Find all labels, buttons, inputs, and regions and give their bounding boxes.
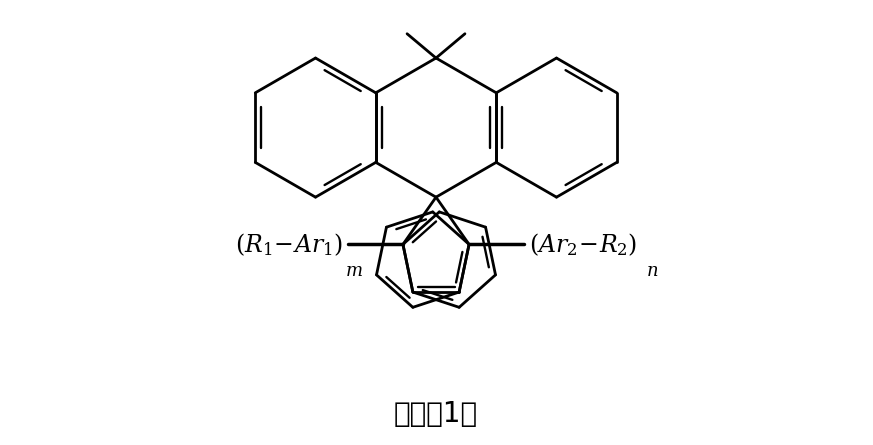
Text: $n$: $n$ bbox=[646, 262, 658, 280]
Text: $m$: $m$ bbox=[346, 262, 363, 280]
Text: 通式（1）: 通式（1） bbox=[394, 400, 478, 428]
Text: $(R_1\!-\!Ar_1)$: $(R_1\!-\!Ar_1)$ bbox=[235, 231, 343, 258]
Text: $(Ar_2\!-\!R_2)$: $(Ar_2\!-\!R_2)$ bbox=[529, 231, 637, 258]
